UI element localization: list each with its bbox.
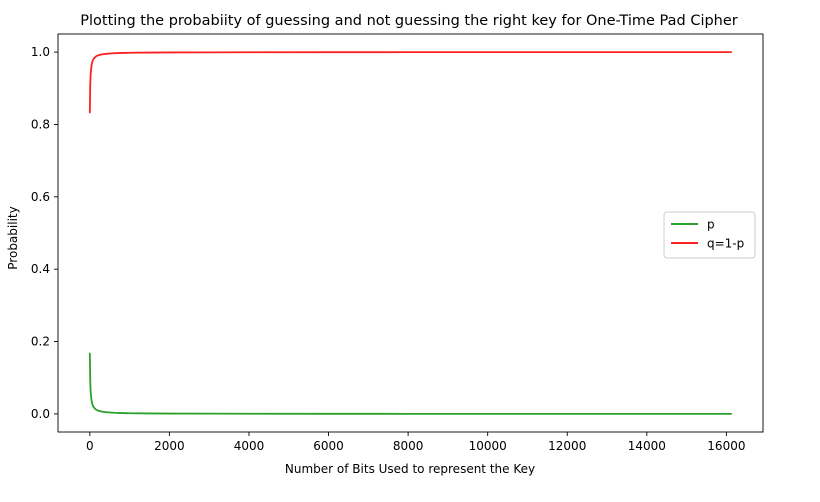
chart-title: Plotting the probabiity of guessing and … [80, 13, 738, 29]
x-axis-label: Number of Bits Used to represent the Key [285, 462, 535, 476]
x-tick-label: 8000 [393, 439, 424, 453]
y-axis: 0.0 0.2 0.4 0.6 0.8 1.0 [31, 45, 58, 421]
x-tick-label: 12000 [548, 439, 586, 453]
x-tick-label: 14000 [628, 439, 666, 453]
x-tick-label: 2000 [154, 439, 185, 453]
plot-area [58, 34, 763, 432]
x-tick-label: 6000 [313, 439, 344, 453]
y-tick-label: 0.8 [31, 117, 50, 131]
y-tick-label: 0.6 [31, 190, 50, 204]
legend-label-q: q=1-p [707, 237, 744, 251]
legend: p q=1-p [663, 211, 756, 259]
series-line-p [88, 352, 733, 415]
x-tick-label: 10000 [469, 439, 507, 453]
x-axis: 0 2000 4000 6000 8000 10000 12000 14000 16000 [86, 432, 745, 453]
y-tick-label: 0.2 [31, 335, 50, 349]
x-tick-label: 4000 [234, 439, 265, 453]
series-layer [88, 51, 733, 415]
x-tick-label: 16000 [707, 439, 745, 453]
legend-label-p: p [707, 218, 715, 232]
x-tick-label: 0 [86, 439, 94, 453]
plot-frame [57, 33, 764, 433]
series-line-q [88, 51, 733, 114]
y-axis-label: Probability [6, 206, 20, 269]
y-tick-label: 1.0 [31, 45, 50, 59]
y-tick-label: 0.0 [31, 407, 50, 421]
y-tick-label: 0.4 [31, 262, 50, 276]
